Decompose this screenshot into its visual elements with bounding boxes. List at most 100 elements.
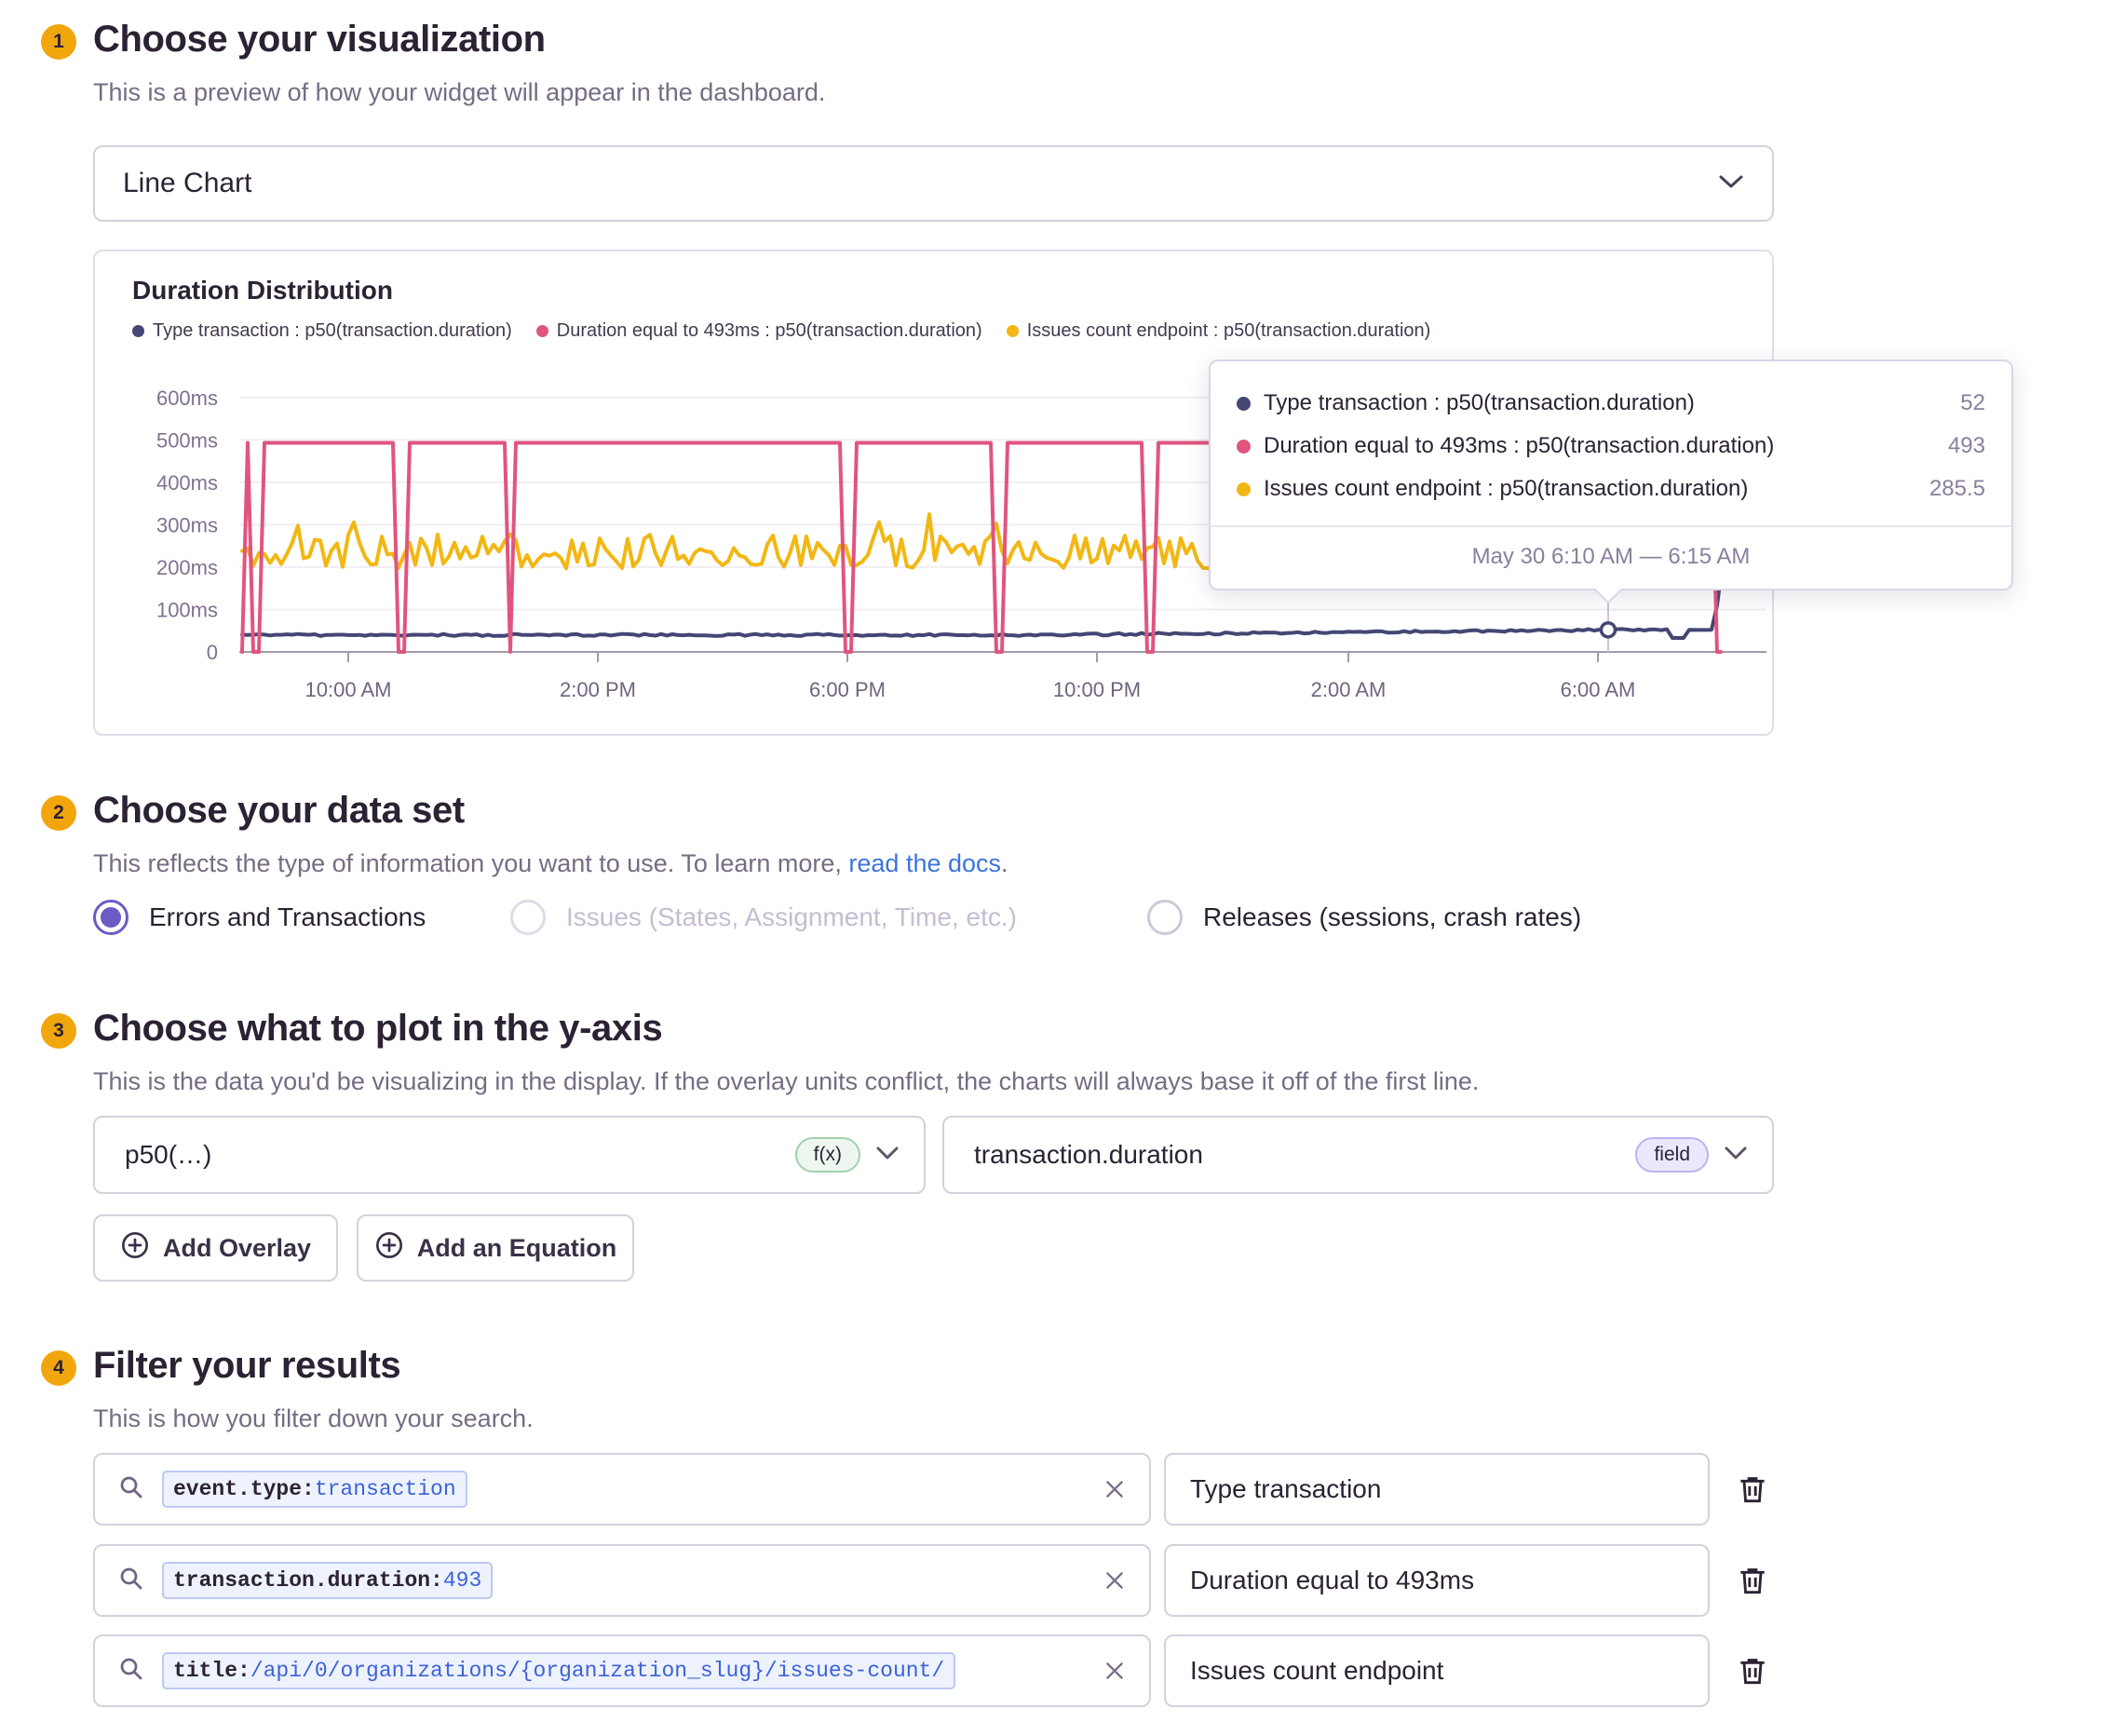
- aggregate-function-select[interactable]: p50(…) f(x): [93, 1116, 926, 1194]
- filter-search-input[interactable]: title:/api/0/organizations/{organization…: [93, 1634, 1151, 1707]
- plus-circle-icon: [374, 1230, 404, 1267]
- radio-selected-icon: [93, 900, 129, 935]
- svg-text:6:00 PM: 6:00 PM: [809, 678, 886, 701]
- svg-text:2:00 AM: 2:00 AM: [1311, 678, 1387, 701]
- dataset-options: Errors and Transactions Issues (States, …: [0, 900, 2111, 939]
- clear-search-icon[interactable]: [1103, 1477, 1127, 1501]
- clear-search-icon[interactable]: [1103, 1568, 1127, 1593]
- svg-text:10:00 PM: 10:00 PM: [1053, 678, 1141, 701]
- section-title-filter: Filter your results: [93, 1345, 401, 1386]
- field-parameter-value: transaction.duration: [974, 1140, 1203, 1169]
- radio-unselected-icon: [510, 900, 546, 935]
- delete-filter-button[interactable]: [1732, 1634, 1773, 1707]
- filter-alias-input[interactable]: [1164, 1453, 1710, 1526]
- step-1-badge: 1: [41, 24, 76, 60]
- legend-item[interactable]: Duration equal to 493ms : p50(transactio…: [535, 320, 982, 342]
- svg-text:10:00 AM: 10:00 AM: [305, 678, 392, 701]
- radio-label: Errors and Transactions: [149, 902, 426, 931]
- step-2-badge: 2: [41, 795, 76, 831]
- radio-label: Issues (States, Assignment, Time, etc.): [566, 902, 1017, 931]
- token-key: title:: [173, 1659, 250, 1683]
- token-value: 493: [442, 1568, 482, 1593]
- section-title-yaxis: Choose what to plot in the y-axis: [93, 1008, 663, 1049]
- legend-dot-navy: [132, 325, 144, 337]
- token-value: transaction: [314, 1477, 456, 1501]
- legend-label: Issues count endpoint : p50(transaction.…: [1026, 320, 1431, 341]
- chart-legend: Type transaction : p50(transaction.durat…: [132, 320, 1430, 342]
- read-the-docs-link[interactable]: read the docs: [848, 849, 1002, 877]
- tooltip-value: 493: [1947, 433, 1985, 458]
- chart-tooltip: Type transaction : p50(transaction.durat…: [1209, 359, 2013, 604]
- tooltip-row: Duration equal to 493ms : p50(transactio…: [1237, 425, 1985, 468]
- chart-title: Duration Distribution: [132, 276, 393, 305]
- svg-text:2:00 PM: 2:00 PM: [560, 678, 636, 701]
- field-parameter-select[interactable]: transaction.duration field: [942, 1116, 1774, 1194]
- legend-item[interactable]: Type transaction : p50(transaction.durat…: [132, 320, 512, 342]
- delete-filter-button[interactable]: [1732, 1544, 1773, 1617]
- tooltip-value: 52: [1960, 390, 1985, 415]
- filter-search-input[interactable]: event.type: transaction: [93, 1453, 1151, 1526]
- visualization-type-select[interactable]: Line Chart: [93, 145, 1774, 222]
- token-key: transaction.duration:: [173, 1568, 443, 1593]
- tooltip-value: 285.5: [1928, 476, 1985, 501]
- step-3-badge: 3: [41, 1013, 76, 1049]
- section-title-dataset: Choose your data set: [93, 790, 465, 831]
- tooltip-row: Issues count endpoint : p50(transaction.…: [1237, 468, 1985, 510]
- legend-dot-pink: [535, 325, 548, 337]
- step-4-badge: 4: [41, 1350, 76, 1386]
- svg-text:200ms: 200ms: [156, 556, 218, 579]
- tooltip-label: Type transaction : p50(transaction.durat…: [1264, 390, 1695, 415]
- chevron-down-icon: [1724, 1146, 1748, 1165]
- filter-search-input[interactable]: transaction.duration: 493: [93, 1544, 1151, 1617]
- svg-text:300ms: 300ms: [156, 513, 218, 536]
- tooltip-timestamp: May 30 6:10 AM — 6:15 AM: [1471, 544, 1751, 569]
- search-icon: [117, 1473, 145, 1506]
- svg-text:500ms: 500ms: [156, 428, 218, 452]
- section-subtitle-dataset: This reflects the type of information yo…: [93, 849, 1008, 878]
- token-value: /api/0/organizations/{organization_slug}…: [250, 1659, 945, 1683]
- filter-alias-input[interactable]: [1164, 1544, 1710, 1617]
- search-icon: [117, 1565, 145, 1597]
- legend-dot-yellow: [1006, 325, 1019, 337]
- search-token[interactable]: event.type: transaction: [162, 1471, 467, 1508]
- legend-label: Type transaction : p50(transaction.durat…: [153, 320, 512, 341]
- radio-errors-and-transactions[interactable]: Errors and Transactions: [93, 900, 426, 935]
- search-token[interactable]: title:/api/0/organizations/{organization…: [162, 1652, 956, 1689]
- legend-label: Duration equal to 493ms : p50(transactio…: [556, 320, 982, 341]
- svg-text:0: 0: [207, 641, 218, 664]
- radio-label: Releases (sessions, crash rates): [1203, 902, 1582, 931]
- section-subtitle-visualization: This is a preview of how your widget wil…: [93, 78, 826, 106]
- section-subtitle-yaxis: This is the data you'd be visualizing in…: [93, 1067, 1480, 1095]
- field-badge: field: [1635, 1137, 1709, 1173]
- clear-search-icon[interactable]: [1103, 1659, 1127, 1683]
- delete-filter-button[interactable]: [1732, 1453, 1773, 1526]
- tooltip-divider: [1211, 525, 2011, 527]
- dataset-subtitle-period: .: [1001, 849, 1008, 877]
- svg-text:400ms: 400ms: [156, 471, 218, 495]
- search-icon: [117, 1655, 145, 1688]
- tooltip-label: Issues count endpoint : p50(transaction.…: [1264, 476, 1749, 501]
- svg-text:600ms: 600ms: [156, 387, 218, 410]
- search-token[interactable]: transaction.duration: 493: [162, 1562, 494, 1599]
- visualization-type-value: Line Chart: [123, 168, 252, 198]
- tooltip-dot-yellow: [1237, 481, 1251, 496]
- radio-releases[interactable]: Releases (sessions, crash rates): [1147, 900, 1581, 935]
- add-equation-button[interactable]: Add an Equation: [357, 1214, 634, 1282]
- legend-item[interactable]: Issues count endpoint : p50(transaction.…: [1006, 320, 1431, 342]
- svg-text:100ms: 100ms: [156, 598, 218, 621]
- tooltip-dot-navy: [1237, 396, 1251, 411]
- section-subtitle-filter: This is how you filter down your search.: [93, 1404, 534, 1432]
- section-title-visualization: Choose your visualization: [93, 19, 546, 60]
- chevron-down-icon: [1718, 173, 1744, 195]
- add-overlay-button[interactable]: Add Overlay: [93, 1214, 338, 1282]
- tooltip-row: Type transaction : p50(transaction.durat…: [1237, 382, 1985, 425]
- token-key: event.type:: [173, 1477, 315, 1501]
- tooltip-dot-pink: [1237, 439, 1251, 454]
- chevron-down-icon: [875, 1146, 900, 1165]
- svg-text:6:00 AM: 6:00 AM: [1561, 678, 1636, 701]
- add-overlay-label: Add Overlay: [162, 1233, 312, 1262]
- add-equation-label: Add an Equation: [416, 1233, 617, 1262]
- filter-alias-input[interactable]: [1164, 1634, 1710, 1707]
- function-badge: f(x): [794, 1137, 860, 1173]
